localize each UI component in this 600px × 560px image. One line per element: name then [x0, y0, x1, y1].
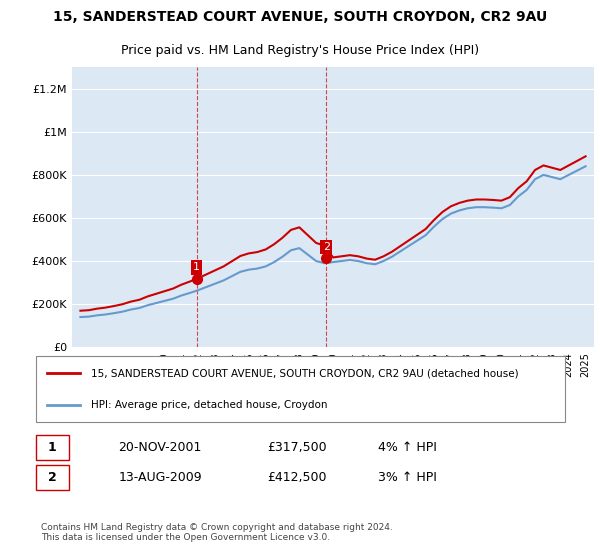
Text: 13-AUG-2009: 13-AUG-2009 [118, 471, 202, 484]
Text: 2: 2 [48, 471, 56, 484]
Text: £412,500: £412,500 [268, 471, 327, 484]
Text: HPI: Average price, detached house, Croydon: HPI: Average price, detached house, Croy… [91, 400, 327, 410]
FancyBboxPatch shape [35, 465, 68, 490]
Text: 3% ↑ HPI: 3% ↑ HPI [378, 471, 437, 484]
Text: 2: 2 [323, 242, 330, 252]
Text: Price paid vs. HM Land Registry's House Price Index (HPI): Price paid vs. HM Land Registry's House … [121, 44, 479, 57]
Text: 1: 1 [48, 441, 56, 454]
Text: 15, SANDERSTEAD COURT AVENUE, SOUTH CROYDON, CR2 9AU: 15, SANDERSTEAD COURT AVENUE, SOUTH CROY… [53, 10, 547, 24]
Text: Contains HM Land Registry data © Crown copyright and database right 2024.
This d: Contains HM Land Registry data © Crown c… [41, 523, 393, 543]
Text: 15, SANDERSTEAD COURT AVENUE, SOUTH CROYDON, CR2 9AU (detached house): 15, SANDERSTEAD COURT AVENUE, SOUTH CROY… [91, 368, 518, 378]
FancyBboxPatch shape [35, 435, 68, 460]
Text: 20-NOV-2001: 20-NOV-2001 [118, 441, 202, 454]
Text: 4% ↑ HPI: 4% ↑ HPI [378, 441, 437, 454]
Text: £317,500: £317,500 [268, 441, 327, 454]
Text: 1: 1 [193, 262, 200, 272]
FancyBboxPatch shape [35, 357, 565, 422]
